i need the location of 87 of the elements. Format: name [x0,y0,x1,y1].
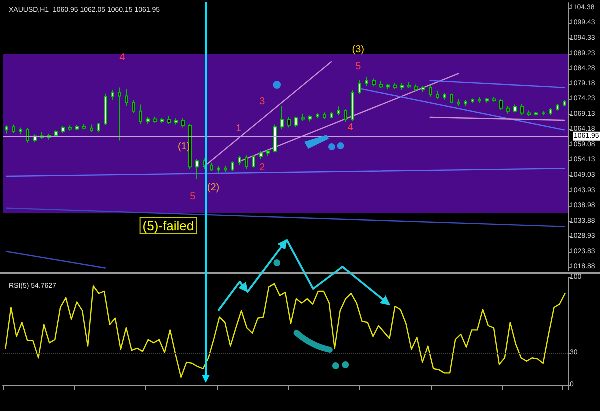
candlestick [294,116,298,128]
annotation: (2) [207,182,220,194]
annotation: (3) [352,44,364,56]
candlestick [351,90,354,122]
candlestick [90,124,93,133]
candlestick [125,88,128,106]
candlestick [316,112,319,120]
candlestick [527,110,531,117]
candlestick [26,128,29,144]
candlestick [54,130,58,138]
candlestick [520,104,524,116]
annotation: 3 [260,96,266,108]
candlestick [111,90,114,100]
annotation: 4 [348,122,354,134]
candlestick [393,82,397,90]
candlestick [217,166,220,174]
candlestick [372,78,376,88]
candlestick [407,82,411,89]
candlestick [337,106,340,116]
candlestick [414,84,418,92]
candlestick [464,100,467,108]
candlestick [146,116,150,125]
candlestick [238,156,241,166]
candlestick [167,116,171,125]
candlestick [492,96,496,102]
candlestick [556,104,559,112]
candlestick [513,104,517,114]
candlestick [485,98,489,104]
candlestick [344,109,347,123]
candlestick [280,105,284,130]
candlestick [549,108,552,116]
annotation: 5 [190,192,196,202]
candlestick [400,83,404,91]
candlestick [210,162,213,172]
candlestick [323,112,326,120]
annotation: 2 [260,162,266,174]
annotation: 5 [356,62,362,72]
candlestick [429,84,432,98]
candlestick [245,155,248,170]
candlestick [75,124,79,131]
annotation: 1 [236,124,242,134]
candlestick [287,116,291,128]
annotation: 4 [120,52,126,64]
candlestick [259,150,263,160]
candlestick [330,112,333,120]
candlestick [436,90,439,100]
candlestick [224,165,227,172]
candlestick [308,115,312,122]
candlestick [174,118,178,126]
candlestick [450,93,453,104]
candlestick [443,92,446,100]
candlestick [104,93,107,126]
candlestick [379,80,383,89]
candlestick [19,127,22,136]
candlestick [499,98,503,111]
candlestick [421,85,425,93]
candlestick [153,116,157,124]
line-series [5,283,566,378]
candlestick [139,104,142,125]
candlestick [534,112,538,116]
candlestick [160,118,164,124]
candlestick [506,105,510,114]
candlestick [365,76,368,86]
candlestick [118,87,121,142]
candlestick [471,98,474,104]
candlestick [542,110,545,116]
candlestick [12,124,15,134]
candlestick [231,161,234,172]
candlestick [457,98,460,106]
candlestick [386,84,390,90]
candlestick [97,123,100,134]
candlestick [358,80,361,95]
annotation: (5)-failed [142,218,194,234]
candlestick [82,124,86,130]
candlestick [132,100,135,114]
candlestick [195,158,199,180]
candlestick [266,149,270,157]
candlestick [188,124,192,170]
candlestick [181,118,185,128]
candlestick [301,113,305,122]
candlestick [5,125,8,134]
candlestick [478,96,481,104]
candlestick [68,125,72,132]
candlestick [273,124,277,154]
candlestick [61,126,65,134]
candlestick [252,154,255,168]
candlestick [563,100,566,108]
